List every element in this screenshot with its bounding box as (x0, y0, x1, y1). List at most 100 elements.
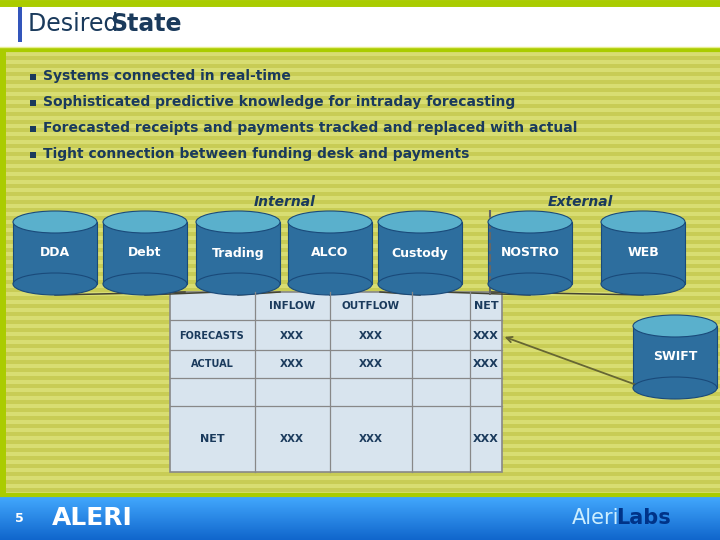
Bar (0, 184, 720, 188)
Bar (0, 404, 720, 408)
Bar (0, 56, 720, 60)
Bar (0, 368, 720, 372)
Bar (0, 498, 720, 499)
Bar (0, 216, 720, 220)
Bar (0, 244, 720, 248)
Bar (0, 180, 720, 184)
Ellipse shape (13, 273, 97, 295)
Bar (0, 352, 720, 356)
Bar (0, 72, 720, 76)
Bar (0, 513, 720, 514)
Bar (0, 152, 720, 156)
Bar (0, 504, 720, 508)
Ellipse shape (288, 273, 372, 295)
Bar (0, 220, 720, 224)
Bar (0, 432, 720, 436)
Bar (0, 500, 720, 504)
Bar (0, 264, 720, 268)
Bar (0, 444, 720, 448)
Bar (0, 360, 720, 364)
Bar (0, 160, 720, 164)
Bar (0, 52, 720, 56)
Bar (0, 519, 720, 520)
Text: XXX: XXX (359, 359, 383, 369)
Bar (0, 376, 720, 380)
Bar (0, 518, 720, 519)
Bar (0, 88, 720, 92)
Bar (0, 500, 720, 501)
Bar (0, 312, 720, 316)
Text: XXX: XXX (473, 434, 499, 444)
Bar (0, 532, 720, 533)
Bar (0, 100, 720, 104)
Bar (0, 452, 720, 456)
Bar (0, 308, 720, 312)
Bar (0, 316, 720, 320)
Bar (0, 501, 720, 502)
Text: XXX: XXX (359, 434, 383, 444)
Bar (0, 8, 720, 12)
Bar (0, 288, 720, 292)
Bar (0, 524, 720, 528)
Bar (0, 176, 720, 180)
Bar (0, 508, 720, 509)
Bar (0, 44, 720, 48)
Bar (0, 521, 720, 522)
Ellipse shape (488, 211, 572, 233)
Bar (0, 505, 720, 506)
Bar (0, 224, 720, 228)
Bar (0, 510, 720, 511)
Bar (0, 496, 720, 497)
Bar (0, 340, 720, 344)
Bar (0, 196, 720, 200)
Bar (30, 126, 36, 132)
Bar (30, 100, 36, 106)
Text: NET: NET (199, 434, 225, 444)
Bar (0, 400, 720, 404)
Bar (0, 506, 720, 507)
Bar (0, 503, 720, 504)
Bar (0, 124, 720, 128)
Bar (0, 530, 720, 531)
Ellipse shape (601, 273, 685, 295)
Bar (0, 212, 720, 216)
Bar (0, 344, 720, 348)
Bar (13, 222, 97, 284)
Ellipse shape (488, 273, 572, 295)
Bar (0, 172, 720, 176)
Bar (30, 74, 36, 80)
Bar (0, 84, 720, 88)
Bar (0, 537, 720, 538)
Bar (0, 516, 720, 520)
Bar (0, 208, 720, 212)
Bar (0, 412, 720, 416)
Bar (0, 509, 720, 510)
Bar (0, 416, 720, 420)
Bar (0, 188, 720, 192)
Bar (0, 525, 720, 526)
Bar (0, 260, 720, 264)
Bar (0, 28, 720, 32)
Bar (0, 240, 720, 244)
Text: NET: NET (474, 301, 498, 311)
Bar (0, 497, 720, 498)
Bar (0, 76, 720, 80)
Bar (0, 538, 720, 539)
Bar (170, 292, 502, 472)
Bar (0, 60, 720, 64)
Bar (0, 534, 720, 535)
Ellipse shape (13, 211, 97, 233)
Bar (0, 200, 720, 204)
Bar (0, 156, 720, 160)
Text: Forecasted receipts and payments tracked and replaced with actual: Forecasted receipts and payments tracked… (43, 121, 577, 135)
Bar (0, 328, 720, 332)
Bar (0, 276, 720, 280)
Text: Trading: Trading (212, 246, 264, 260)
Bar (0, 480, 720, 484)
Bar (0, 440, 720, 444)
Bar (0, 48, 720, 52)
Bar (0, 512, 720, 513)
Text: XXX: XXX (280, 359, 304, 369)
Bar (0, 532, 720, 536)
Bar (0, 236, 720, 240)
